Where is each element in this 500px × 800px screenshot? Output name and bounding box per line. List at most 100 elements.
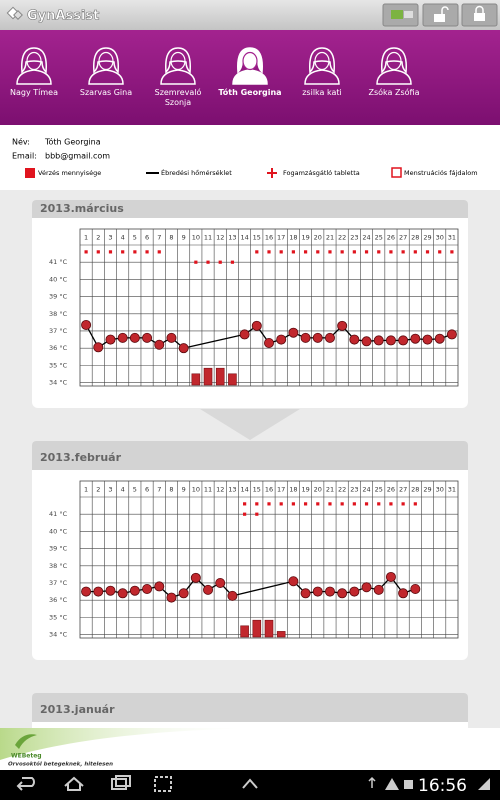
temperature-point [312, 586, 323, 597]
day-label: 7 [157, 486, 161, 494]
tab-name[interactable]: Zsóka Zsófia [368, 88, 420, 97]
tab-avatar[interactable] [376, 47, 412, 85]
temperature-point [178, 343, 189, 354]
day-label: 18 [289, 486, 297, 494]
temperature-point [373, 335, 384, 346]
day-label: 21 [326, 234, 334, 242]
avatar-face [242, 51, 258, 71]
avatar-face [314, 51, 330, 71]
tablet-marker [328, 250, 332, 254]
temperature-point [129, 585, 140, 596]
temperature-point [300, 332, 311, 343]
tab-name[interactable]: zsilka kati [302, 88, 342, 97]
tablet-marker [340, 502, 344, 506]
day-label: 31 [448, 486, 456, 494]
day-label: 13 [228, 234, 236, 242]
day-label: 16 [265, 486, 273, 494]
card [32, 441, 468, 660]
temperature-point [361, 336, 372, 347]
day-label: 9 [182, 234, 186, 242]
day-label: 25 [375, 486, 383, 494]
profile-name: Tóth Georgina [44, 137, 101, 147]
tablet-marker [96, 250, 100, 254]
bleeding-bar [203, 367, 213, 386]
tab-name[interactable]: Tóth Georgina [218, 88, 282, 97]
email-label: Email: [12, 152, 37, 161]
tablet-marker [328, 502, 332, 506]
tablet-marker [108, 250, 113, 254]
bleeding-bar [264, 619, 274, 638]
tab-avatar[interactable] [16, 47, 52, 85]
y-tick-label: 34 °C [49, 379, 68, 387]
card [32, 200, 468, 408]
temperature-point [239, 329, 250, 340]
temperature-point [117, 332, 128, 343]
nav-buttons[interactable] [16, 775, 258, 792]
temperature-point [81, 319, 92, 330]
day-label: 1 [84, 234, 88, 242]
avatar-face [98, 51, 114, 71]
day-label: 19 [301, 486, 309, 494]
day-label: 17 [277, 486, 285, 494]
legend-label: Vérzés mennyisége [38, 169, 101, 177]
tablet-marker [364, 502, 369, 506]
temperature-point [361, 582, 372, 593]
tablet-marker [389, 502, 393, 506]
tablet-marker [157, 250, 161, 254]
day-label: 5 [133, 234, 137, 242]
temperature-point [117, 588, 128, 599]
day-label: 29 [423, 234, 431, 242]
tab-avatar[interactable] [160, 47, 196, 85]
day-label: 26 [387, 234, 395, 242]
tab-name[interactable]: Szarvas Gina [79, 88, 133, 97]
temperature-point [276, 334, 287, 345]
y-tick-label: 35 °C [49, 361, 68, 369]
status-icons [368, 776, 490, 790]
tablet-marker [352, 502, 356, 506]
day-label: 22 [338, 486, 346, 494]
temperature-point [410, 333, 421, 344]
app-name: GynAssist [27, 9, 99, 24]
tab-avatar[interactable] [304, 47, 340, 85]
toolbar-buttons[interactable] [382, 3, 498, 27]
card-title: 2013.február [40, 451, 122, 464]
bleeding-bar [240, 625, 249, 638]
day-label: 27 [399, 234, 407, 242]
day-label: 14 [240, 486, 248, 494]
day-label: 15 [253, 234, 261, 242]
temperature-point [227, 590, 238, 601]
tab-avatar[interactable] [232, 47, 268, 85]
tab-avatar[interactable] [88, 47, 124, 85]
temperature-point [166, 592, 177, 603]
day-label: 8 [169, 486, 173, 494]
tablet-marker [303, 250, 308, 254]
bleeding-bar [191, 373, 201, 386]
day-label: 4 [121, 234, 125, 242]
temperature-point [398, 588, 409, 599]
tablet-marker [340, 250, 344, 254]
tablet-marker [401, 502, 405, 506]
y-tick-label: 41 °C [49, 258, 68, 266]
temperature-line [183, 333, 245, 349]
tab-name[interactable]: Szemrevaló Szonja [154, 88, 202, 107]
day-label: 20 [314, 234, 322, 242]
temperature-point [422, 334, 433, 345]
y-tick-label: 38 °C [49, 310, 68, 318]
tab-name[interactable]: Nagy Tímea [10, 88, 58, 97]
day-label: 21 [326, 486, 334, 494]
grid-frame [79, 480, 459, 639]
temperature-point [190, 572, 201, 583]
day-label: 19 [301, 234, 309, 242]
temperature-point [93, 342, 104, 353]
bleeding-bar [276, 631, 286, 638]
tablet-marker [364, 250, 369, 254]
temperature-point [142, 332, 153, 343]
avatar-hair [381, 47, 407, 74]
tablet-marker [243, 502, 247, 506]
temperature-point [385, 571, 396, 582]
tablet-marker [303, 502, 308, 506]
temperature-point [373, 584, 384, 595]
temperature-point [154, 339, 165, 350]
day-label: 5 [133, 486, 137, 494]
profile-email: bbb@gmail.com [45, 152, 110, 161]
